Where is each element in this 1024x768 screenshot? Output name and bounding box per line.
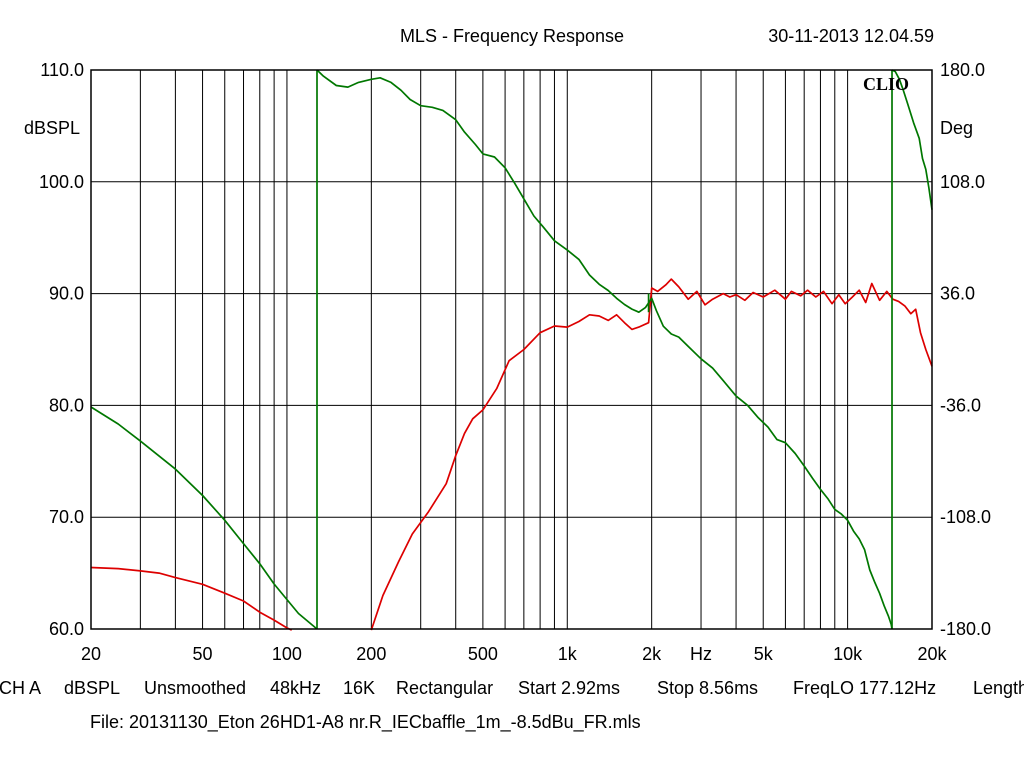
status-channel: CH A — [0, 678, 42, 698]
x-tick-label: 50 — [193, 644, 213, 664]
x-tick-label: 100 — [272, 644, 302, 664]
x-tick-label: 5k — [754, 644, 774, 664]
ticks-layer: 20 50 100 200 500 1k 2k 5k 10k 20k Hz 110.0 100.0 90.… — [39, 60, 991, 664]
y-left-tick-label: 60.0 — [49, 619, 84, 639]
chart-title: MLS - Frequency Response — [400, 26, 624, 46]
x-tick-label: 2k — [642, 644, 662, 664]
y-right-tick-label: 108.0 — [940, 172, 985, 192]
y-right-tick-label: -180.0 — [940, 619, 991, 639]
series-layer — [90, 69, 933, 631]
y-left-tick-label: 100.0 — [39, 172, 84, 192]
status-stop: Stop 8.56ms — [657, 678, 759, 698]
status-freqlo: FreqLO 177.12Hz — [793, 678, 937, 698]
x-tick-label: 200 — [356, 644, 386, 664]
status-sample-rate: 48kHz — [270, 678, 322, 698]
magnitude-curve-segment-1 — [370, 278, 933, 631]
magnitude-curve-segment-0 — [90, 566, 293, 631]
status-window: Rectangular — [396, 678, 494, 698]
y-right-tick-label: -108.0 — [940, 507, 991, 527]
y-right-tick-label: 36.0 — [940, 284, 975, 304]
timestamp: 30-11-2013 12.04.59 — [768, 26, 934, 46]
x-tick-label: 20k — [917, 644, 947, 664]
status-size: 16K — [343, 678, 376, 698]
phase-curve-segment-0 — [90, 406, 318, 630]
plot-frame — [90, 69, 933, 630]
y-left-tick-label: 110.0 — [40, 60, 84, 80]
frequency-response-chart: 20 50 100 200 500 1k 2k 5k 10k 20k Hz 110.0 100.0 90.… — [0, 0, 1024, 675]
status-length: Length — [973, 678, 1024, 698]
y-right-tick-label: 180.0 — [940, 60, 985, 80]
y-right-axis-label: Deg — [940, 118, 973, 138]
x-tick-label: 20 — [81, 644, 101, 664]
chart-background — [0, 0, 1024, 675]
grid — [91, 70, 932, 629]
status-smoothing: Unsmoothed — [144, 678, 247, 698]
x-axis-unit-label: Hz — [690, 644, 712, 664]
x-tick-label: 10k — [833, 644, 863, 664]
y-left-tick-label: 90.0 — [49, 284, 84, 304]
status-start: Start 2.92ms — [518, 678, 621, 698]
x-tick-label: 500 — [468, 644, 498, 664]
clio-logo: CLIO — [863, 74, 909, 94]
y-left-axis-label: dBSPL — [24, 118, 80, 138]
phase-curve-segment-2 — [891, 69, 933, 210]
y-left-tick-label: 80.0 — [49, 395, 84, 415]
y-right-tick-label: -36.0 — [940, 395, 981, 415]
phase-curve-segment-1 — [316, 69, 893, 630]
y-left-tick-label: 70.0 — [49, 507, 84, 527]
status-unit: dBSPL — [64, 678, 121, 698]
file-label: File: 20131130_Eton 26HD1-A8 nr.R_IECbaf… — [90, 712, 641, 732]
x-tick-label: 1k — [558, 644, 578, 664]
